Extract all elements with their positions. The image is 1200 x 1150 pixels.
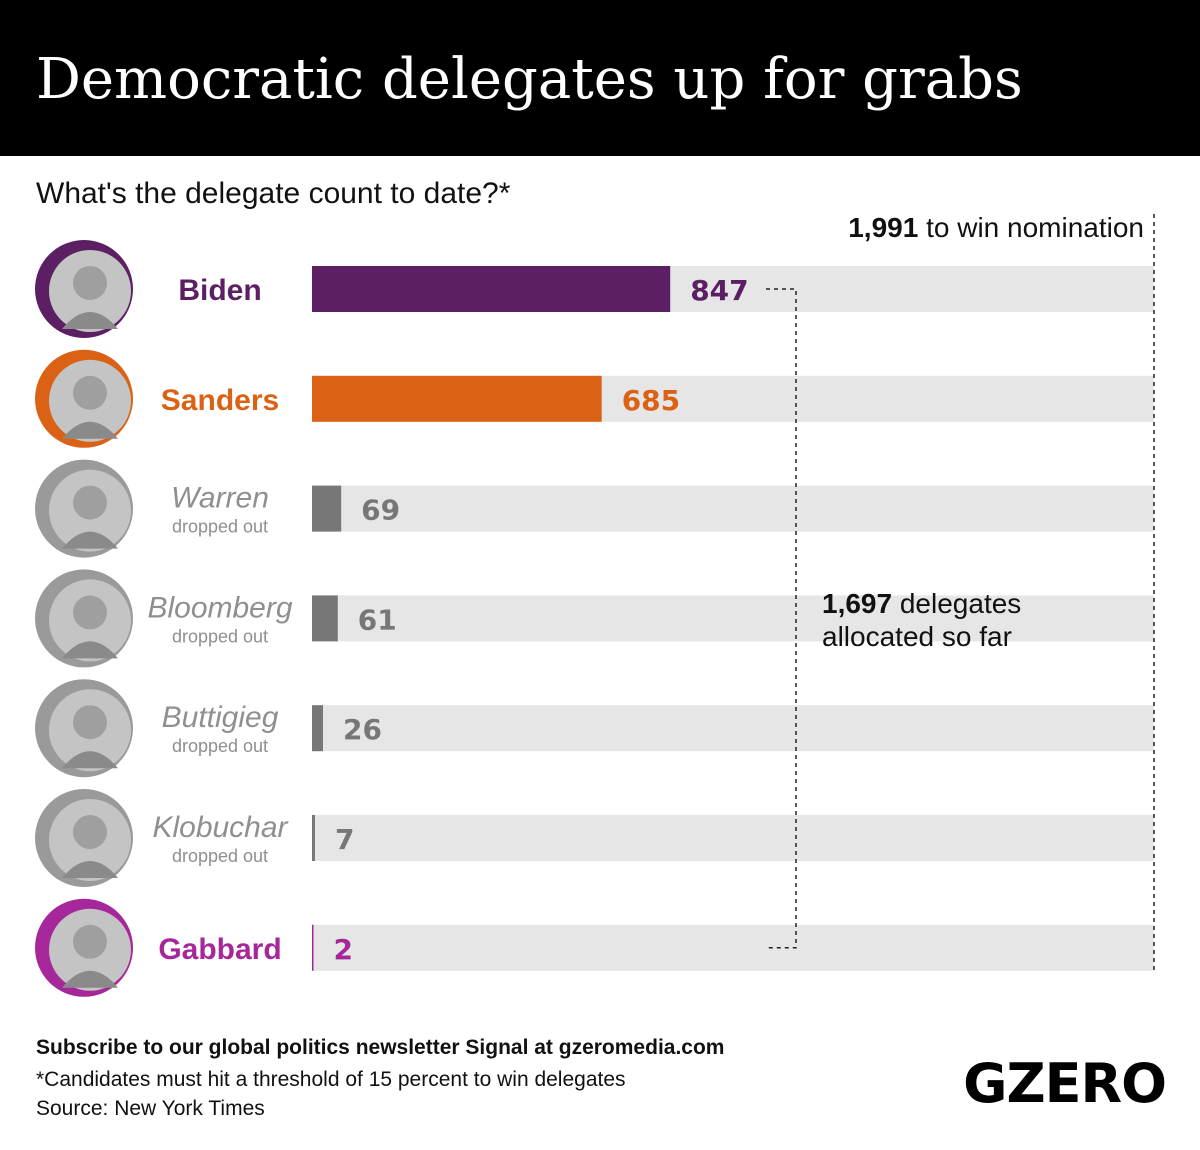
avatar-shoulders-bloomberg bbox=[62, 641, 118, 659]
avatar-head-sanders bbox=[73, 375, 107, 410]
status-label-buttigieg: dropped out bbox=[172, 736, 268, 756]
bar-gabbard bbox=[312, 924, 314, 971]
avatar-head-klobuchar bbox=[73, 815, 107, 849]
bar-bloomberg bbox=[312, 595, 338, 642]
allocated-label-line1: 1,697 delegates bbox=[822, 588, 1021, 619]
source-line: Source: New York Times bbox=[36, 1097, 265, 1120]
value-label-buttigieg: 26 bbox=[343, 713, 382, 746]
avatar-head-buttigieg bbox=[73, 705, 107, 740]
avatar-head-biden bbox=[73, 266, 107, 300]
candidate-name-bloomberg: Bloomberg bbox=[147, 591, 292, 624]
avatar-shoulders-gabbard bbox=[62, 970, 118, 988]
value-label-biden: 847 bbox=[690, 274, 748, 307]
avatar-head-warren bbox=[73, 485, 107, 520]
header-bar: Democratic delegates up for grabs bbox=[0, 0, 1200, 156]
gzero-logo: GZERO bbox=[963, 1052, 1167, 1115]
status-label-bloomberg: dropped out bbox=[172, 626, 268, 646]
avatar-head-gabbard bbox=[73, 924, 107, 959]
bar-track-warren bbox=[312, 485, 1154, 532]
threshold-label: 1,991 to win nomination bbox=[848, 212, 1144, 243]
bar-track-klobuchar bbox=[312, 815, 1154, 861]
subscribe-line: Subscribe to our global politics newslet… bbox=[36, 1036, 725, 1059]
candidate-name-gabbard: Gabbard bbox=[158, 933, 281, 966]
footnote: *Candidates must hit a threshold of 15 p… bbox=[36, 1068, 626, 1091]
avatar-shoulders-sanders bbox=[62, 421, 118, 439]
candidate-name-klobuchar: Klobuchar bbox=[152, 811, 288, 844]
bar-track-gabbard bbox=[312, 924, 1154, 971]
status-label-klobuchar: dropped out bbox=[172, 846, 268, 866]
allocated-value: 1,697 bbox=[822, 588, 892, 619]
avatar-shoulders-klobuchar bbox=[62, 861, 118, 878]
value-label-klobuchar: 7 bbox=[335, 823, 354, 856]
candidate-name-warren: Warren bbox=[171, 482, 269, 515]
avatar-shoulders-warren bbox=[62, 531, 118, 549]
avatar-shoulders-buttigieg bbox=[62, 751, 118, 769]
avatar-head-bloomberg bbox=[73, 595, 107, 630]
candidate-name-buttigieg: Buttigieg bbox=[162, 701, 279, 734]
threshold-value: 1,991 bbox=[848, 212, 918, 243]
status-label-warren: dropped out bbox=[172, 517, 268, 537]
threshold-text: to win nomination bbox=[918, 212, 1144, 243]
value-label-warren: 69 bbox=[361, 494, 400, 527]
value-label-sanders: 685 bbox=[622, 384, 680, 417]
avatar-shoulders-biden bbox=[62, 312, 118, 329]
candidate-name-biden: Biden bbox=[178, 274, 261, 307]
bar-track-buttigieg bbox=[312, 705, 1154, 752]
allocated-text: delegates bbox=[892, 588, 1021, 619]
bar-buttigieg bbox=[312, 705, 323, 752]
bar-track-bloomberg bbox=[312, 595, 1154, 642]
bar-biden bbox=[312, 266, 671, 312]
allocated-label-line2: allocated so far bbox=[822, 621, 1012, 652]
chart-title: Democratic delegates up for grabs bbox=[36, 47, 1023, 112]
value-label-gabbard: 2 bbox=[334, 933, 353, 966]
bar-klobuchar bbox=[312, 815, 315, 861]
bar-sanders bbox=[312, 375, 602, 422]
chart-subtitle: What's the delegate count to date?* bbox=[36, 177, 511, 210]
bar-warren bbox=[312, 485, 342, 532]
value-label-bloomberg: 61 bbox=[358, 603, 397, 636]
candidate-name-sanders: Sanders bbox=[161, 384, 279, 417]
